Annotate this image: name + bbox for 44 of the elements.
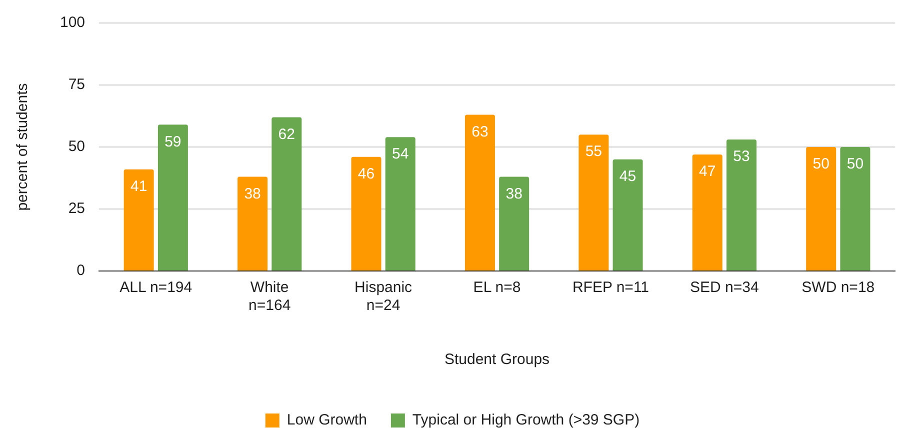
data-label: 59	[164, 133, 182, 150]
x-tick-label: Hispanic n=24	[354, 279, 413, 314]
data-label: 50	[812, 156, 830, 173]
data-label: 54	[392, 146, 409, 163]
x-tick-label: SED n=34	[690, 279, 759, 296]
legend-label: Low Growth	[286, 412, 367, 429]
y-tick-label: 25	[68, 200, 86, 218]
data-label: 55	[585, 143, 602, 160]
bar	[385, 137, 416, 270]
data-label: 46	[358, 166, 375, 183]
x-axis-title: Student Groups	[444, 351, 550, 368]
bar	[238, 176, 268, 270]
bar	[726, 140, 756, 270]
data-label: 62	[278, 126, 295, 143]
y-axis-title: percent of students	[14, 83, 32, 211]
bar	[840, 147, 870, 270]
y-tick-label: 50	[68, 138, 86, 156]
bar	[158, 124, 188, 270]
x-tick-label: White n=164	[248, 279, 291, 314]
data-label: 53	[733, 148, 750, 166]
legend-label: Typical or High Growth (>39 SGP)	[412, 412, 640, 429]
data-label: 41	[130, 178, 148, 195]
bar	[612, 159, 643, 270]
data-label: 45	[619, 168, 636, 186]
data-label: 38	[244, 185, 261, 202]
bar	[806, 147, 836, 270]
y-tick-label: 100	[60, 14, 86, 32]
bar	[499, 176, 530, 270]
bar	[464, 114, 495, 270]
x-tick-label: RFEP n=11	[572, 279, 650, 296]
bar	[351, 156, 382, 270]
data-label: 38	[506, 185, 522, 202]
data-label: 50	[846, 156, 864, 173]
bar	[124, 169, 154, 270]
x-tick-label: ALL n=194	[120, 279, 192, 296]
x-tick-label: SWD n=18	[802, 279, 875, 296]
data-label: 63	[472, 123, 488, 140]
x-tick-label: EL n=8	[473, 279, 521, 296]
bar	[578, 134, 609, 270]
bar	[692, 154, 722, 270]
bar	[272, 117, 302, 270]
y-tick-label: 75	[68, 76, 86, 94]
data-label: 47	[699, 163, 716, 180]
y-tick-label: 0	[76, 262, 86, 280]
